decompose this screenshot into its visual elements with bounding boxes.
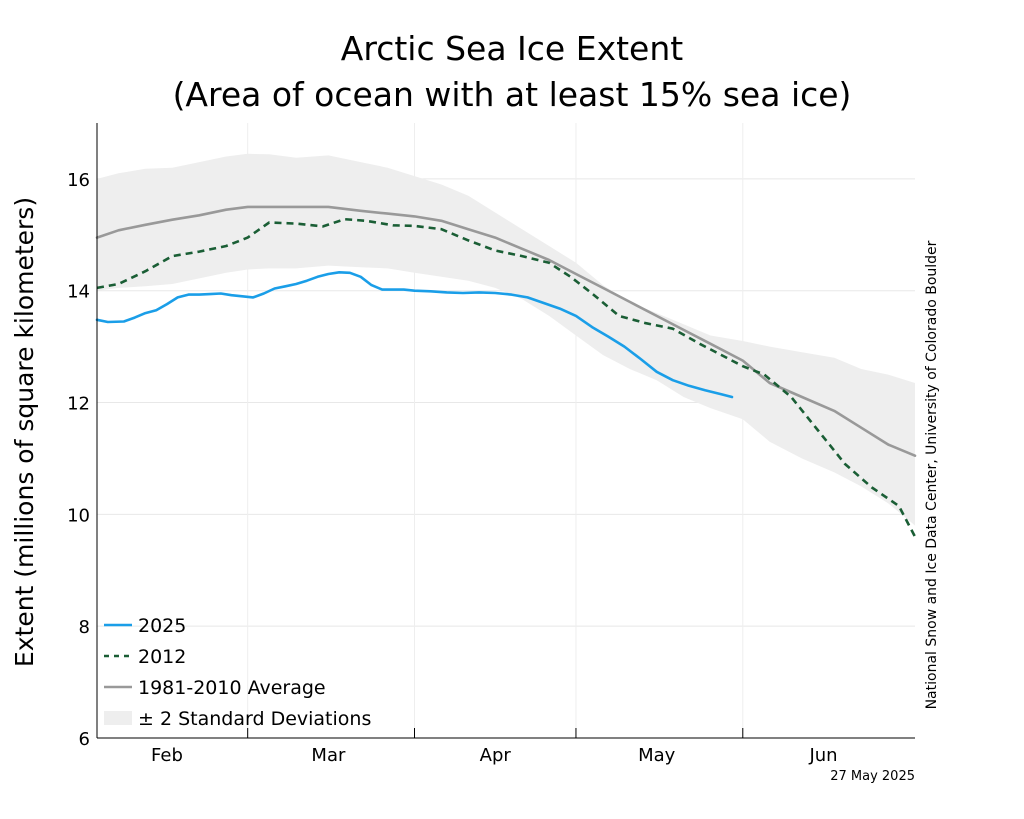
legend-item: ± 2 Standard Deviations (104, 708, 371, 730)
y-tick-label: 16 (67, 170, 90, 191)
credit-text: National Snow and Ice Data Center, Unive… (924, 240, 940, 709)
chart-title-line-1: Arctic Sea Ice Extent (340, 29, 684, 68)
legend-label: 2012 (138, 646, 186, 668)
y-tick-label: 12 (67, 394, 90, 415)
y-tick-label: 8 (79, 617, 90, 638)
y-tick-label: 10 (67, 505, 90, 526)
x-tick-label: May (638, 745, 676, 766)
date-stamp: 27 May 2025 (830, 769, 915, 784)
x-tick-label: Mar (311, 745, 346, 766)
x-tick-label: Feb (151, 745, 183, 766)
x-tick-label: Jun (808, 745, 837, 766)
series-line-1981-2010-average (95, 205, 917, 458)
axes-layer: 6 8 10 12 14 16 Feb Mar Apr May Jun (67, 123, 915, 766)
std-dev-band (97, 153, 915, 526)
series-layer (95, 205, 917, 538)
x-tick-label: Apr (480, 745, 512, 766)
legend-label: ± 2 Standard Deviations (138, 708, 371, 730)
legend-item: 2012 (104, 646, 186, 668)
legend-item: 1981-2010 Average (104, 677, 326, 699)
legend-label: 1981-2010 Average (138, 677, 326, 699)
std-dev-band-layer (97, 153, 915, 526)
legend-swatch-band (104, 711, 132, 725)
series-line-2025 (95, 270, 734, 399)
legend-label: 2025 (138, 615, 186, 637)
y-axis-label: Extent (millions of square kilometers) (10, 197, 39, 667)
chart-title: Arctic Sea Ice Extent (Area of ocean wit… (0, 26, 1024, 118)
y-tick-label: 6 (79, 729, 90, 750)
series-line-2012 (96, 217, 917, 538)
legend: 2025 2012 1981-2010 Average ± 2 Standard De… (104, 615, 371, 730)
chart-title-line-2: (Area of ocean with at least 15% sea ice… (172, 75, 852, 114)
legend-item: 2025 (104, 615, 186, 637)
y-tick-label: 14 (67, 282, 90, 303)
